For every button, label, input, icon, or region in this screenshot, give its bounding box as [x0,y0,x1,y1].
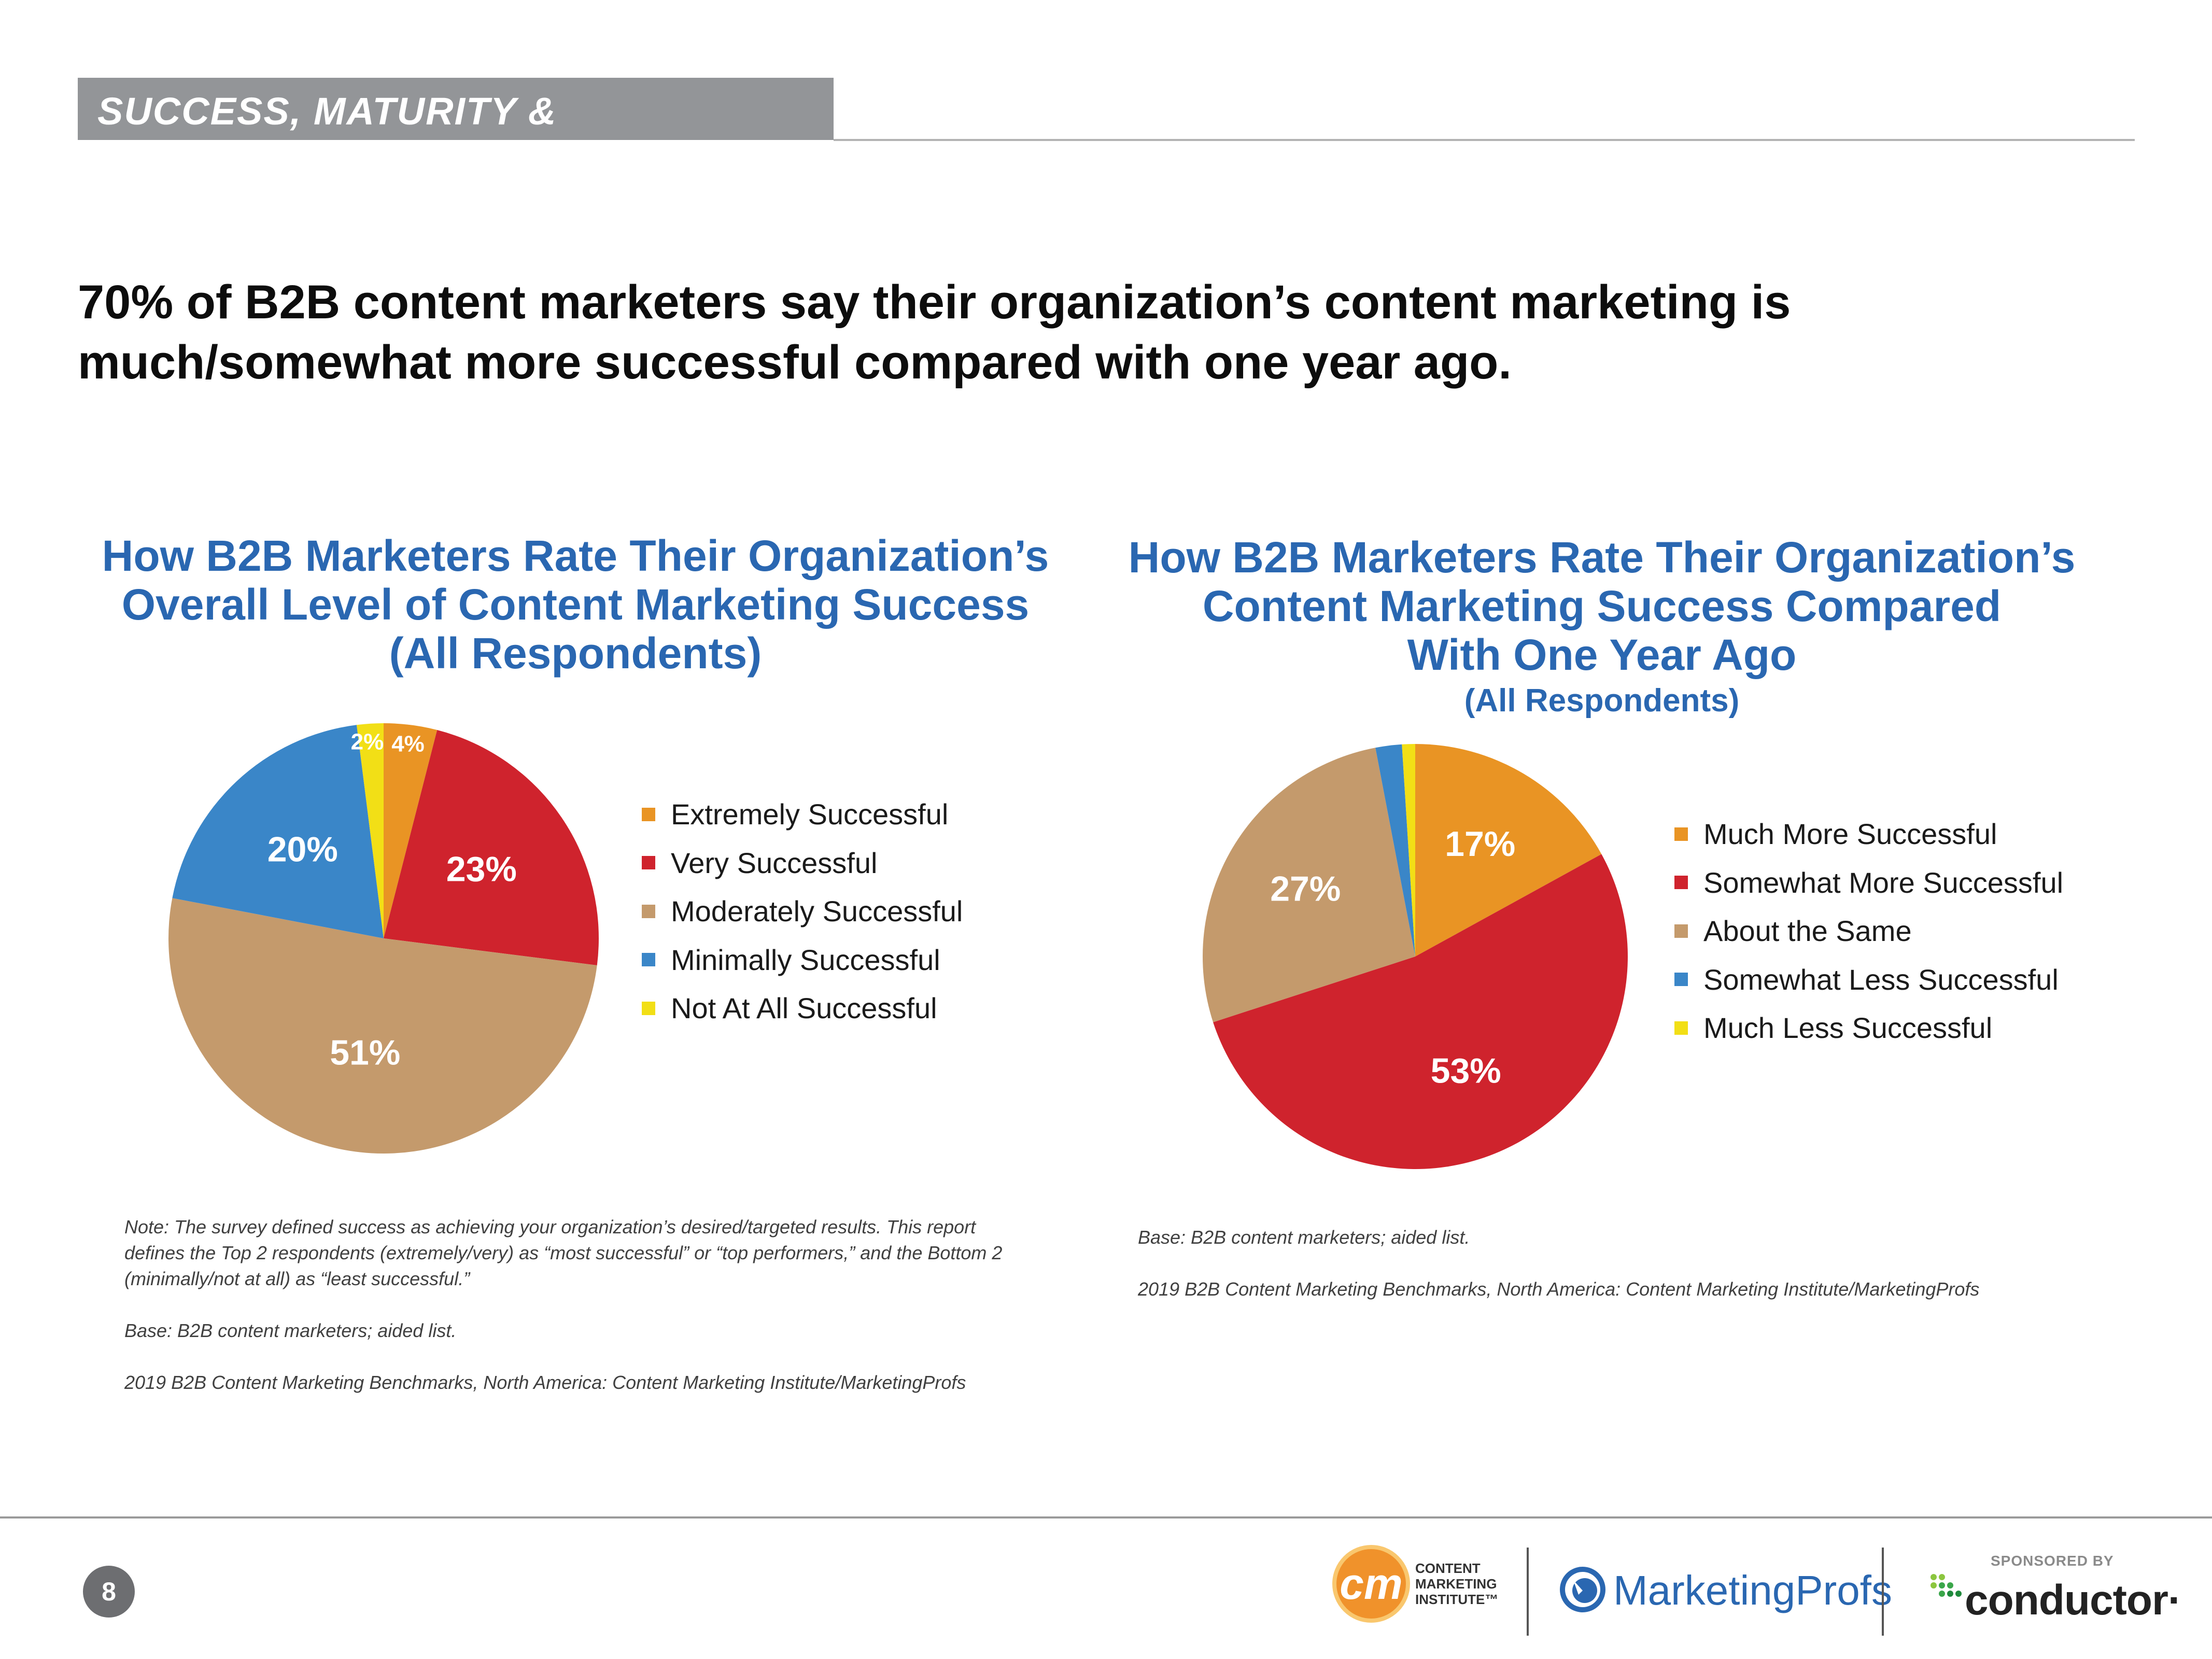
pie-slice-moderately-successful [168,898,597,1154]
legend-swatch [1674,973,1688,987]
pie-slice-somewhat-more-successful [1213,854,1628,1169]
note-source: 2019 B2B Content Marketing Benchmarks, N… [124,1372,966,1393]
pie-slice-somewhat-less-successful [1375,744,1415,957]
pie-label: 20% [267,830,338,869]
legend-label: Extremely Successful [671,798,949,831]
legend-swatch [642,904,655,918]
legend-item: Not At All Successful [642,984,1005,1033]
cmi-logo-text: CONTENT MARKETING INSTITUTE™ [1415,1560,1498,1607]
chart-1-title: How B2B Marketers Rate Their Organizatio… [88,531,1063,678]
chart-2-pie: 17%53%27%2%1% [1203,744,1628,1169]
chart-1-pie: 4% 23% 51% 20% 2% [168,723,599,1154]
legend-label: Minimally Successful [671,943,940,976]
note-definition: Note: The survey defined success as achi… [124,1216,1003,1289]
pie-label: 23% [446,850,517,889]
chart-1-title-line: (All Respondents) [389,629,762,678]
pie-label: 2% [351,729,384,754]
chart-2-legend: Much More Successful Somewhat More Succes… [1674,810,2141,1052]
legend-label: Moderately Successful [671,895,963,928]
legend-item: Extremely Successful [642,790,1005,839]
note-base: Base: B2B content marketers; aided list. [1138,1227,1470,1248]
chart-2-title: How B2B Marketers Rate Their Organizatio… [1115,533,2089,723]
pie-slice-extremely-successful [384,723,438,938]
chart-2-subtitle: (All Respondents) [1464,683,1740,719]
note-source: 2019 B2B Content Marketing Benchmarks, N… [1138,1278,1980,1300]
pie-slice-about-the-same [1203,748,1415,1022]
pie-slice-not-at-all-successful [356,723,384,938]
legend-swatch [642,807,655,821]
legend-swatch [642,953,655,967]
legend-swatch [1674,827,1688,841]
legend-item: Much Less Successful [1674,1004,2141,1052]
cmi-logo-icon: cm [1332,1545,1410,1623]
legend-swatch [642,856,655,870]
pie-label: 53% [1431,1051,1501,1091]
footer-divider [0,1516,2212,1519]
legend-label: Not At All Successful [671,992,937,1025]
chart-1-legend: Extremely Successful Very Successful Moder… [642,790,1005,1033]
logo-divider [1527,1548,1529,1636]
legend-swatch [1674,924,1688,938]
note-base: Base: B2B content marketers; aided list. [124,1320,457,1341]
marketingprofs-logo: MarketingProfs [1613,1567,1892,1613]
pie-label: 17% [1445,824,1515,864]
legend-item: Somewhat More Successful [1674,859,2141,907]
chart-2-title-line: With One Year Ago [1407,630,1797,679]
legend-swatch [1674,876,1688,890]
legend-label: Much Less Successful [1703,1011,1993,1045]
cmi-logo-line: MARKETING [1415,1576,1497,1592]
pie-slice-minimally-successful [172,725,384,938]
section-banner-label: SUCCESS, MATURITY & COMMITMENT [97,90,557,177]
legend-item: About the Same [1674,907,2141,955]
legend-item: Very Successful [642,839,1005,888]
legend-swatch [1674,1021,1688,1035]
chart-2-title-line: How B2B Marketers Rate Their Organizatio… [1128,533,2076,582]
pie-slice-very-successful [384,730,599,966]
logo-divider [1882,1548,1884,1636]
headline: 70% of B2B content marketers say their o… [78,276,1791,389]
legend-item: Somewhat Less Successful [1674,955,2141,1004]
legend-item: Much More Successful [1674,810,2141,859]
chart-1-notes: Note: The survey defined success as achi… [124,1214,1037,1422]
pie-label: 27% [1270,869,1341,909]
chart-1-title-line: Overall Level of Content Marketing Succe… [121,580,1030,629]
legend-item: Moderately Successful [642,887,1005,936]
cmi-logo-line: CONTENT [1415,1560,1481,1576]
section-banner: SUCCESS, MATURITY & COMMITMENT [78,78,834,177]
chart-2-title-line: Content Marketing Success Compared [1202,582,2002,630]
legend-label: Very Successful [671,846,878,879]
pie-label: 51% [330,1033,400,1072]
legend-label: Somewhat Less Successful [1703,963,2059,996]
pie-label: 4% [391,732,425,757]
pie-slice-much-more-successful [1415,744,1602,957]
sponsored-by-label: SPONSORED BY [1991,1553,2114,1569]
chart-1-title-line: How B2B Marketers Rate Their Organizatio… [102,531,1049,580]
banner-divider [834,139,2135,141]
legend-label: Much More Successful [1703,818,1997,851]
page-number: 8 [83,1566,135,1618]
legend-label: About the Same [1703,915,1912,948]
pie-slice-much-less-successful [1402,744,1415,957]
conductor-logo: conductor· [1965,1577,2182,1624]
conductor-icon [1931,1574,1962,1597]
legend-label: Somewhat More Successful [1703,866,2064,899]
legend-swatch [642,1001,655,1015]
marketingprofs-icon [1560,1567,1605,1612]
chart-2-notes: Base: B2B content marketers; aided list.… [1138,1225,2123,1328]
cmi-logo-line: INSTITUTE™ [1415,1592,1499,1607]
legend-item: Minimally Successful [642,936,1005,985]
